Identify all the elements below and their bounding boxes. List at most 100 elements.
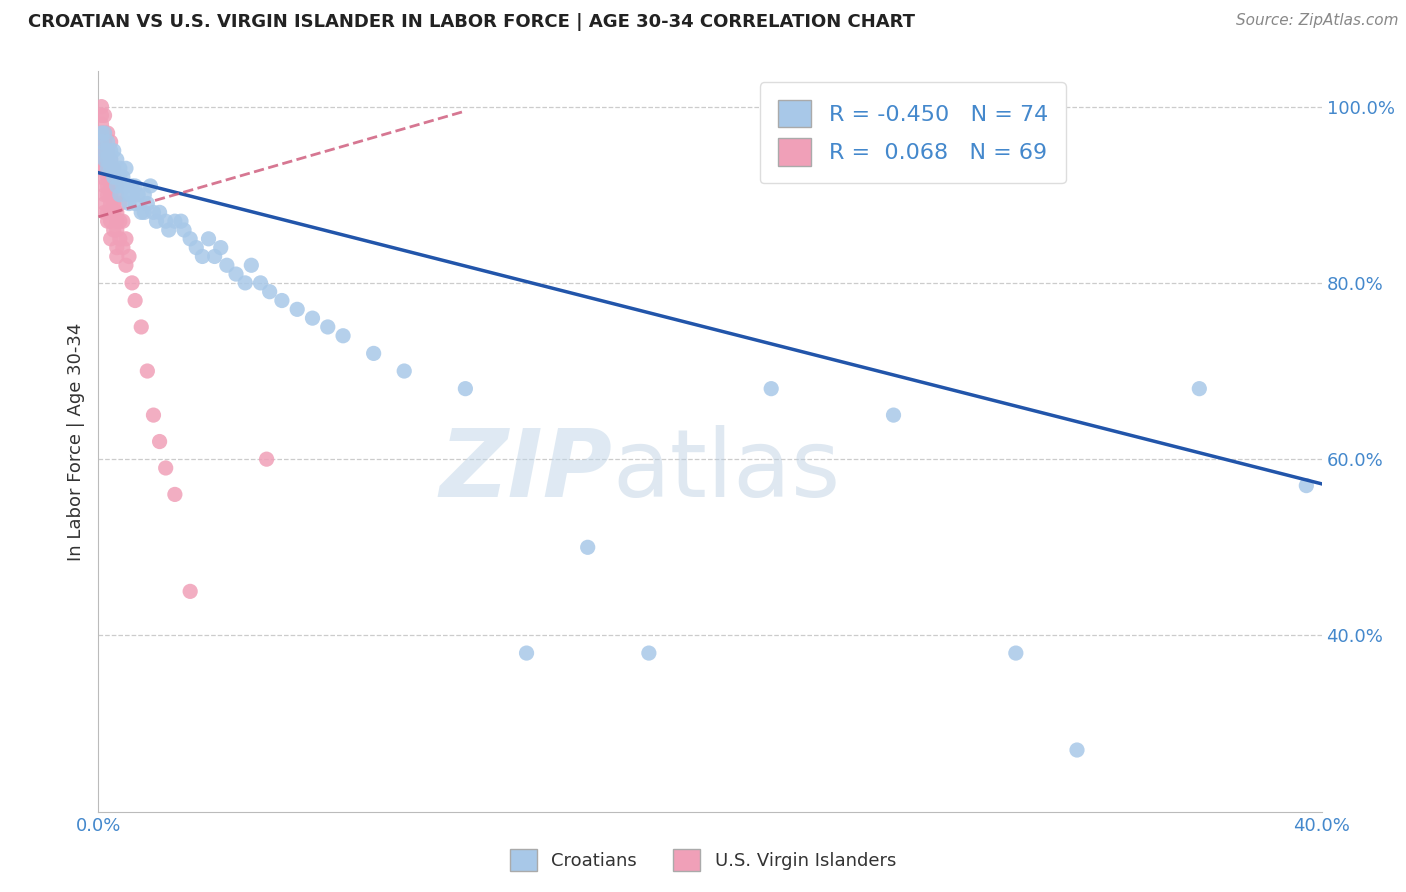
Point [111,241,134,255]
Point [105,178,128,193]
Point [108,196,131,211]
Point [100,153,122,167]
Point [121,187,143,202]
Point [90,126,112,140]
Point [100,214,122,228]
Point [115,258,138,272]
Point [225,267,247,281]
Point [392,364,416,378]
Point [90,144,112,158]
Point [97,144,120,158]
Point [93,153,115,167]
Point [256,452,278,467]
Point [157,223,180,237]
Point [149,205,172,219]
Point [103,178,125,193]
Point [105,205,128,219]
Text: CROATIAN VS U.S. VIRGIN ISLANDER IN LABOR FORCE | AGE 30-34 CORRELATION CHART: CROATIAN VS U.S. VIRGIN ISLANDER IN LABO… [28,13,915,31]
Point [145,214,167,228]
Point [105,187,128,202]
Point [93,178,115,193]
Point [1295,478,1317,492]
Point [108,214,131,228]
Point [105,214,128,228]
Point [454,382,477,396]
Point [90,170,112,185]
Point [103,161,125,176]
Point [121,276,143,290]
Point [97,153,120,167]
Point [124,293,146,308]
Point [191,250,214,264]
Point [186,241,208,255]
Point [100,187,122,202]
Point [93,187,115,202]
Point [108,170,131,185]
Point [209,241,232,255]
Point [118,187,141,202]
Y-axis label: In Labor Force | Age 30-34: In Labor Force | Age 30-34 [66,322,84,561]
Point [155,214,177,228]
Point [105,241,128,255]
Point [100,161,122,176]
Legend: Croatians, U.S. Virgin Islanders: Croatians, U.S. Virgin Islanders [502,842,904,879]
Text: atlas: atlas [612,425,841,517]
Point [316,320,339,334]
Point [118,250,141,264]
Text: Source: ZipAtlas.com: Source: ZipAtlas.com [1236,13,1399,29]
Point [100,178,122,193]
Point [97,187,120,202]
Point [136,364,159,378]
Point [108,187,131,202]
Point [142,408,165,422]
Point [1188,382,1211,396]
Point [97,214,120,228]
Point [100,144,122,158]
Point [115,161,138,176]
Point [97,161,120,176]
Point [285,302,308,317]
Point [301,311,323,326]
Point [103,196,125,211]
Point [90,126,112,140]
Point [179,232,201,246]
Point [127,187,149,202]
Point [179,584,201,599]
Point [97,153,120,167]
Point [90,135,112,149]
Point [90,161,112,176]
Point [100,205,122,219]
Point [173,223,195,237]
Point [108,161,131,176]
Point [103,170,125,185]
Point [97,126,120,140]
Point [93,126,115,140]
Point [215,258,238,272]
Point [108,232,131,246]
Point [259,285,281,299]
Legend: R = -0.450   N = 74, R =  0.068   N = 69: R = -0.450 N = 74, R = 0.068 N = 69 [761,82,1066,184]
Point [270,293,292,308]
Point [111,214,134,228]
Point [90,117,112,131]
Point [111,178,134,193]
Point [90,100,112,114]
Point [105,153,128,167]
Point [93,126,115,140]
Point [100,170,122,185]
Point [105,250,128,264]
Point [103,161,125,176]
Point [118,196,141,211]
Point [155,461,177,475]
Point [100,232,122,246]
Point [111,170,134,185]
Point [97,144,120,158]
Point [93,144,115,158]
Point [90,153,112,167]
Point [129,320,152,334]
Point [121,178,143,193]
Point [576,541,599,555]
Point [240,258,263,272]
Point [100,135,122,149]
Point [93,153,115,167]
